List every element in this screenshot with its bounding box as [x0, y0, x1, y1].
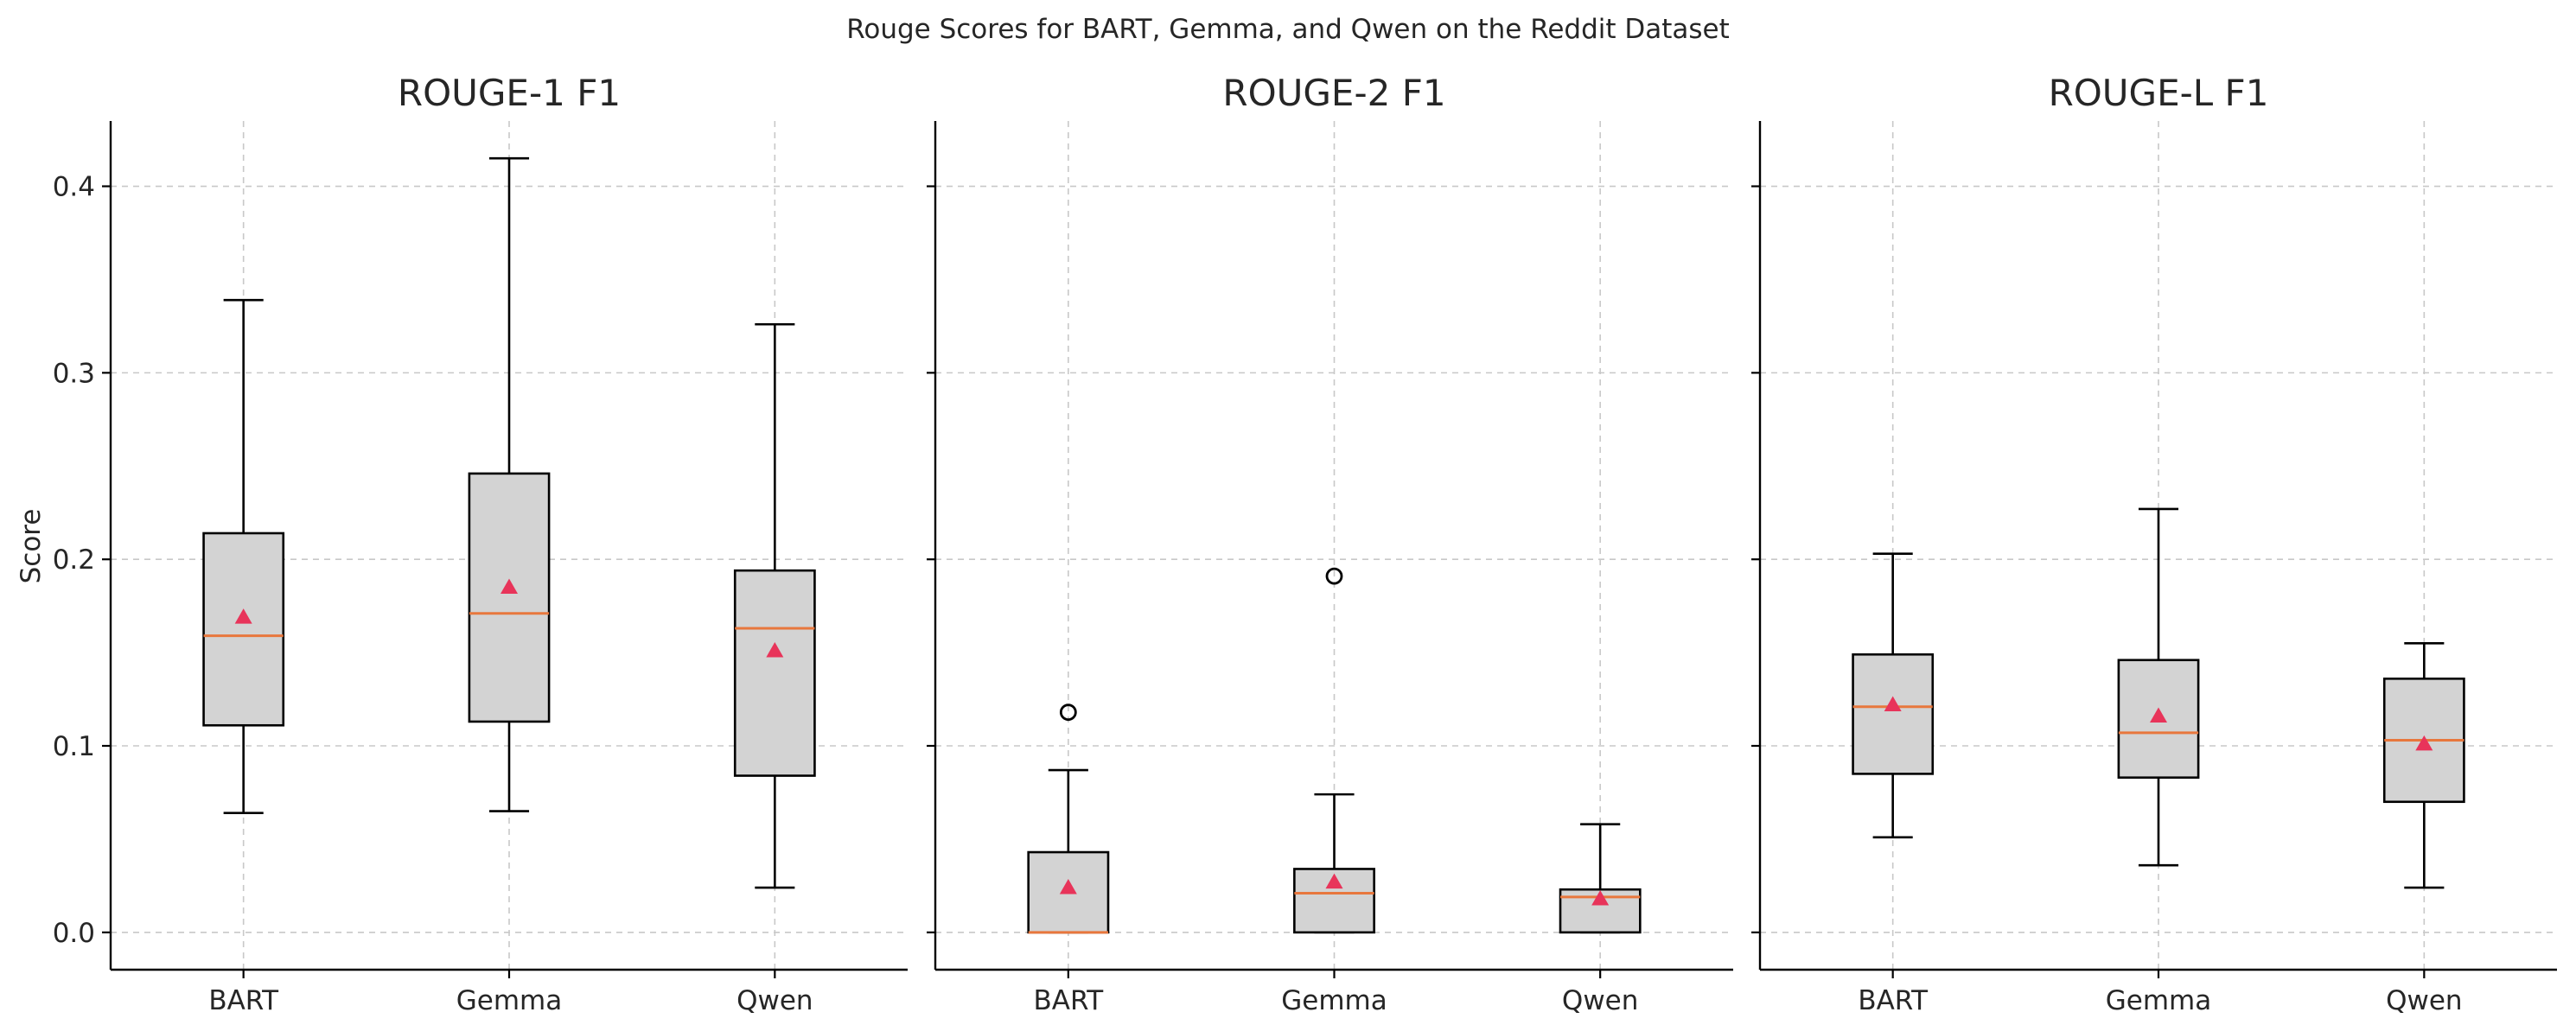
- panel-title: ROUGE-L F1: [2049, 72, 2269, 114]
- box-bart: BART: [202, 298, 285, 1016]
- mean-marker: [2150, 707, 2167, 723]
- mean-marker: [766, 641, 784, 658]
- panel-1: 0.0 0.1 0.2 0.3 0.4 ROUGE-1 F1 BART Gemma Qwen: [53, 72, 908, 1016]
- mean-marker: [1884, 696, 1902, 712]
- iqr-box: [202, 532, 285, 727]
- box-qwen: Qwen: [1559, 823, 1642, 1016]
- x-tick-label: BART: [1033, 985, 1104, 1016]
- x-tick-label: BART: [208, 985, 279, 1016]
- x-tick-label: Gemma: [1281, 985, 1387, 1016]
- mean-marker: [234, 608, 252, 624]
- iqr-box: [468, 472, 551, 723]
- x-tick-label: BART: [1858, 985, 1929, 1016]
- iqr-box: [1852, 653, 1935, 775]
- panel-title: ROUGE-2 F1: [1222, 72, 1445, 114]
- iqr-box: [733, 569, 816, 777]
- mean-marker: [1059, 879, 1077, 894]
- box-bart: BART: [1027, 703, 1110, 1016]
- mean-marker: [501, 578, 518, 595]
- y-tick-label: 0.1: [53, 731, 95, 762]
- x-tick-label: Gemma: [456, 985, 563, 1016]
- mean-marker: [1591, 889, 1610, 906]
- outlier-point: [1325, 567, 1343, 585]
- figure-title: Rouge Scores for BART, Gemma, and Qwen o…: [846, 14, 1730, 45]
- y-axis-label: Score: [16, 509, 47, 584]
- box-gemma: Gemma: [1281, 567, 1387, 1016]
- mean-marker: [2415, 735, 2433, 751]
- x-tick-label: Gemma: [2106, 985, 2212, 1016]
- mean-marker: [1325, 873, 1343, 889]
- box-qwen: Qwen: [733, 322, 816, 1016]
- box-qwen: Qwen: [2382, 642, 2465, 1016]
- outlier-point: [1059, 703, 1077, 722]
- y-tick-label: 0.0: [53, 918, 95, 949]
- y-tick-label: 0.4: [53, 172, 95, 203]
- panel-title: ROUGE-1 F1: [398, 72, 621, 114]
- y-tick-label: 0.2: [53, 544, 95, 576]
- panel-3: ROUGE-L F1 BART Gemma Qwen: [1751, 72, 2557, 1016]
- box-gemma: Gemma: [2106, 507, 2212, 1016]
- y-tick-label: 0.3: [53, 358, 95, 389]
- box-gemma: Gemma: [456, 156, 563, 1016]
- box-bart: BART: [1852, 552, 1935, 1016]
- x-tick-label: Qwen: [1562, 985, 1638, 1016]
- panel-2: ROUGE-2 F1 BART Gemma Qwen: [927, 72, 1733, 1016]
- x-tick-label: Qwen: [2386, 985, 2462, 1016]
- x-tick-label: Qwen: [736, 985, 813, 1016]
